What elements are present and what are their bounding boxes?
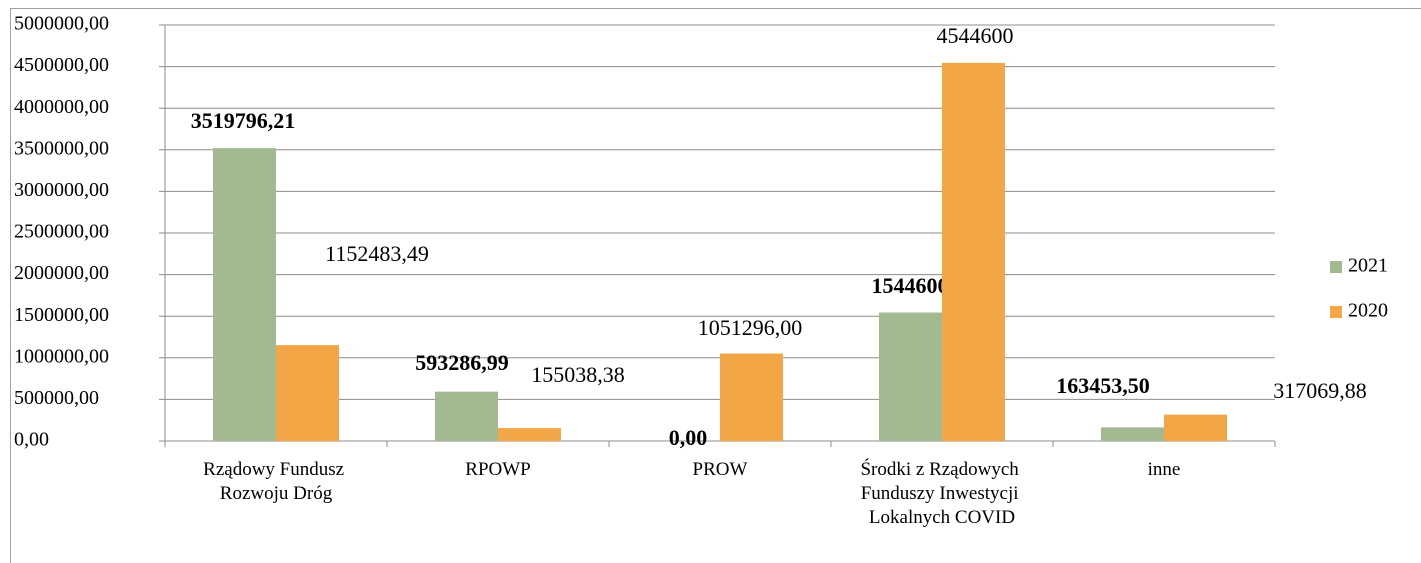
x-tick-label: Rządowy Fundusz Rozwoju Dróg	[203, 459, 349, 504]
data-label: 1152483,49	[325, 241, 429, 266]
legend-label: 2021	[1348, 255, 1388, 277]
data-label: 317069,88	[1273, 378, 1367, 403]
y-tick-label: 3500000,00	[14, 137, 109, 159]
data-label: 163453,50	[1056, 373, 1150, 398]
bar	[213, 148, 276, 441]
y-tick-label: 5000000,00	[14, 13, 109, 35]
bar	[879, 312, 942, 441]
legend-label: 2020	[1348, 300, 1388, 322]
y-tick-label: 1500000,00	[14, 304, 109, 326]
bar	[435, 391, 498, 441]
x-tick-label: RPOWP	[465, 459, 530, 480]
data-label: 3519796,21	[191, 108, 296, 133]
bar	[1164, 414, 1227, 441]
data-label: 1051296,00	[698, 315, 803, 340]
data-label: 155038,38	[531, 362, 625, 387]
bar	[1101, 427, 1164, 441]
x-tick-label: inne	[1148, 459, 1181, 480]
bar	[276, 345, 339, 441]
data-label: 593286,99	[415, 350, 509, 375]
chart-frame	[10, 8, 1421, 563]
legend-swatch	[1330, 306, 1342, 318]
y-tick-label: 1000000,00	[14, 345, 109, 367]
y-tick-label: 4500000,00	[14, 54, 109, 76]
x-tick-label: Środki z Rządowych Funduszy Inwestycji L…	[860, 458, 1023, 528]
y-tick-label: 3000000,00	[14, 179, 109, 201]
legend-swatch	[1330, 261, 1342, 273]
y-tick-label: 0,00	[14, 429, 49, 451]
bar	[942, 62, 1005, 441]
y-tick-label: 2000000,00	[14, 262, 109, 284]
x-tick-label: PROW	[693, 459, 748, 480]
y-tick-label: 2500000,00	[14, 221, 109, 243]
data-label: 4544600	[937, 23, 1014, 48]
bar	[498, 428, 561, 441]
data-label: 0,00	[669, 425, 708, 450]
y-tick-label: 500000,00	[14, 387, 99, 409]
data-label: 1544600	[872, 273, 949, 298]
bar	[720, 353, 783, 441]
y-tick-label: 4000000,00	[14, 96, 109, 118]
